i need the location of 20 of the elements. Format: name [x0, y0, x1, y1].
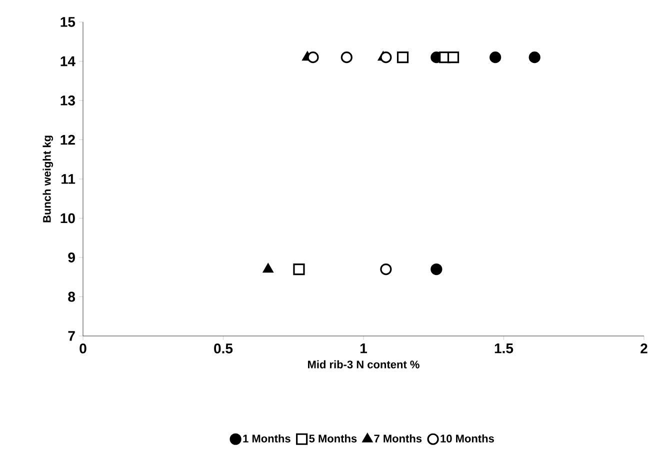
x-tick-label: 0 — [80, 344, 86, 354]
y-tick-label: 12 — [60, 134, 75, 145]
x-tick-label: 0.5 — [214, 344, 233, 354]
y-tick-label: 11 — [62, 174, 76, 184]
legend-label: 10 Months — [440, 434, 494, 442]
y-tick-label: 15 — [60, 17, 76, 27]
y-tick-label: 8 — [68, 292, 76, 302]
y-tick-label: 9 — [68, 252, 75, 262]
y-tick-label: 7 — [68, 331, 75, 341]
y-tick-label: 13 — [60, 96, 75, 106]
x-tick-label: 2 — [640, 344, 648, 354]
x-axis-title: Mid rib-3 N content % — [308, 360, 420, 368]
x-tick-label: 1 — [360, 344, 368, 354]
y-axis-title: Bunch weight kg — [42, 136, 54, 222]
y-tick-label: 10 — [60, 213, 75, 224]
legend-label: 5 Months — [309, 434, 357, 442]
legend-label: 1 Months — [243, 434, 290, 442]
x-tick-label: 1.5 — [494, 344, 514, 354]
y-tick-label: 14 — [60, 56, 76, 66]
legend-label: 7 Months — [374, 434, 422, 442]
